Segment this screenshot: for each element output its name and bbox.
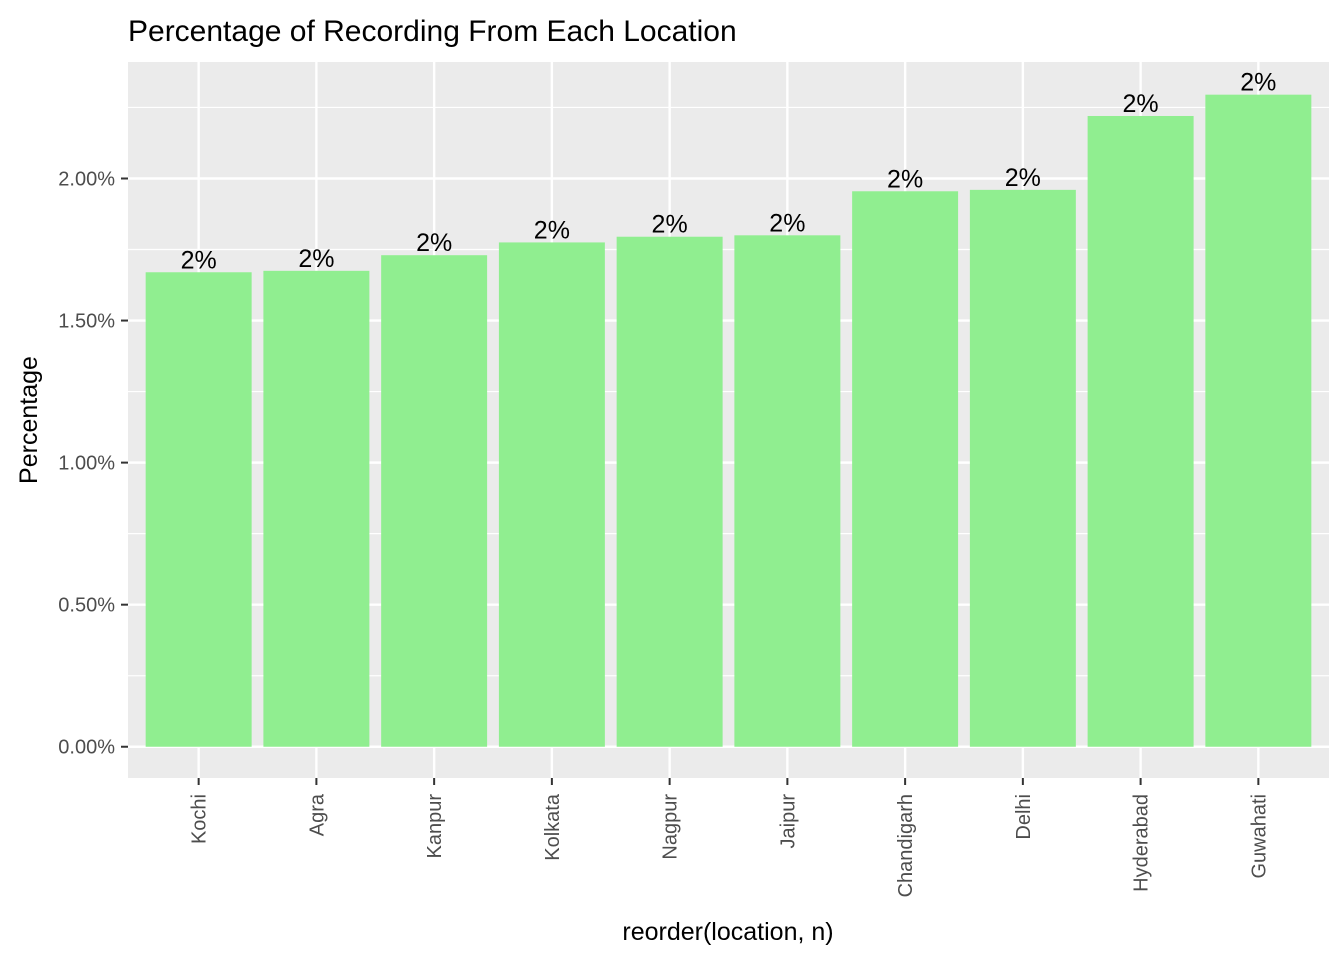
y-axis-title: Percentage — [15, 356, 43, 484]
chart-title: Percentage of Recording From Each Locati… — [128, 15, 737, 48]
y-tick-label: 1.00% — [58, 453, 115, 475]
y-tick-label: 1.50% — [58, 311, 115, 333]
data-label: 2% — [1123, 90, 1159, 118]
bars — [145, 94, 1312, 747]
bar-hyderabad — [1087, 115, 1194, 747]
data-label: 2% — [769, 209, 805, 237]
data-label: 2% — [298, 245, 334, 273]
x-tick-label: Hyderabad — [1131, 794, 1153, 892]
x-tick-label: Jaipur — [777, 794, 799, 849]
bar-delhi — [969, 189, 1076, 747]
data-label: 2% — [1240, 69, 1276, 97]
x-axis: Kochi Agra Kanpur Kolkata Nagpur Jaipur Chandi… — [189, 778, 1270, 897]
data-label: 2% — [652, 211, 688, 239]
data-label: 2% — [416, 229, 452, 257]
y-tick-label: 0.50% — [58, 595, 115, 617]
x-tick-label: Kochi — [189, 794, 211, 844]
bar-jaipur — [734, 235, 841, 747]
bar-kolkata — [498, 242, 605, 747]
bar-kanpur — [381, 255, 488, 747]
data-label: 2% — [534, 216, 570, 244]
x-tick-label: Chandigarh — [895, 794, 917, 897]
bar-kochi — [145, 272, 252, 747]
x-tick-label: Guwahati — [1248, 794, 1270, 879]
x-tick-label: Agra — [306, 793, 328, 836]
bar-agra — [263, 270, 370, 747]
bar-guwahati — [1205, 94, 1312, 747]
x-axis-title: reorder(location, n) — [622, 918, 833, 946]
data-labels: 2% 2% 2% 2% 2% 2% 2% 2% 2% 2% — [181, 69, 1277, 275]
bar-nagpur — [616, 236, 723, 747]
y-axis: 0.00% 0.50% 1.00% 1.50% 2.00% — [58, 168, 128, 759]
data-label: 2% — [1005, 164, 1041, 192]
x-tick-label: Kolkata — [542, 793, 564, 861]
data-label: 2% — [887, 165, 923, 193]
y-tick-label: 2.00% — [58, 168, 115, 190]
y-tick-label: 0.00% — [58, 737, 115, 759]
x-tick-label: Kanpur — [424, 794, 446, 859]
x-tick-label: Delhi — [1013, 794, 1035, 840]
x-tick-label: Nagpur — [660, 794, 682, 860]
bar-chandigarh — [852, 191, 959, 747]
data-label: 2% — [181, 246, 217, 274]
